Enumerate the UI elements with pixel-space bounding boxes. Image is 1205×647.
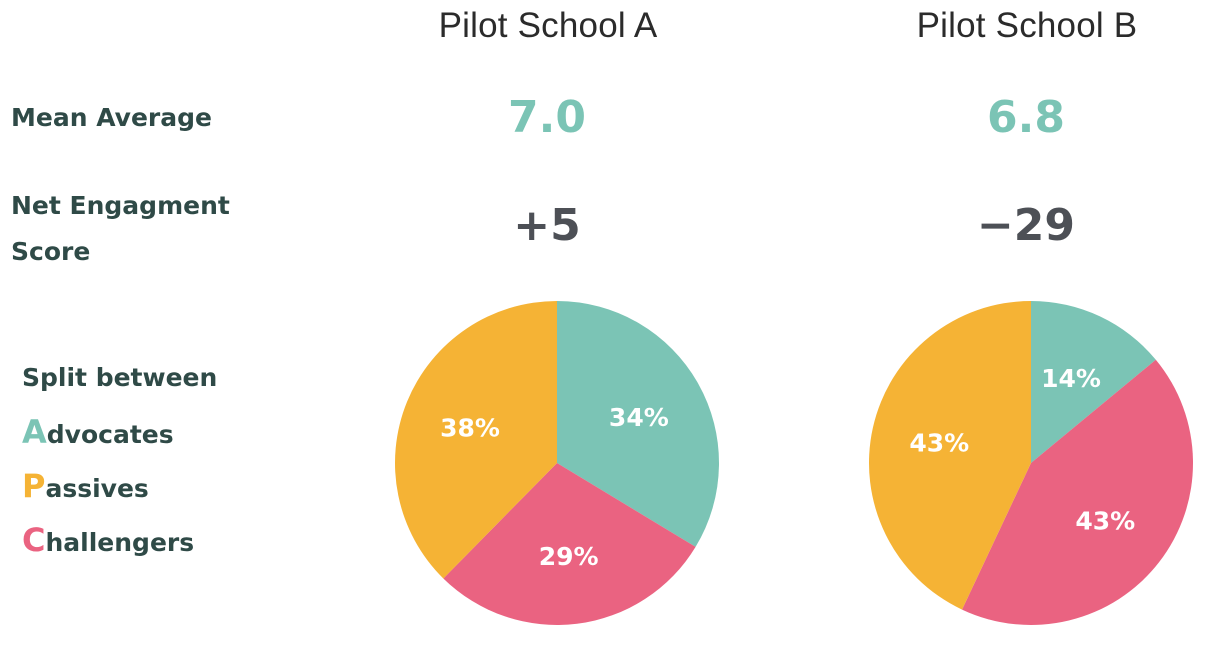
school-a-title: Pilot School A [438,6,658,45]
legend-initial-challengers: C [22,521,46,559]
school-b-slice-passives [869,301,1031,610]
legend-heading: Split between [22,363,218,392]
net-label-line1: Net Engagment [11,191,230,220]
legend-initial-passives: P [22,467,46,505]
net-engagement-label: Net Engagment Score [11,180,271,272]
school-b-label-challengers: 43% [1075,507,1135,536]
legend-item-challengers: Challengers [22,518,217,572]
legend: Split between Advocates Passives Challen… [22,356,217,572]
school-b-net-score: −29 [976,200,1076,251]
school-b-label-advocates: 14% [1041,364,1101,393]
school-b-pie-chart: 14% 43% 43% [869,301,1193,625]
net-label-line2: Score [11,237,91,266]
school-a-net-score: +5 [513,200,581,251]
mean-average-label: Mean Average [11,103,212,132]
legend-initial-advocates: A [22,413,47,451]
school-a-slice-challengers [443,463,696,625]
school-a-pie-chart: 34% 29% 38% [395,301,719,625]
school-a-label-challengers: 29% [539,542,599,571]
legend-rest-advocates: dvocates [46,420,174,449]
school-a-mean-value: 7.0 [508,92,586,143]
school-a-label-advocates: 34% [609,403,669,432]
school-b-slice-advocates [1031,301,1156,463]
school-b-slice-challengers [962,359,1193,625]
school-a-slice-advocates [557,301,719,547]
legend-rest-passives: assives [45,474,149,503]
school-b-title: Pilot School B [916,6,1138,45]
legend-rest-challengers: hallengers [45,528,195,557]
school-a-slice-passives [395,301,557,579]
school-b-label-passives: 43% [909,429,969,458]
school-b-mean-value: 6.8 [987,92,1065,143]
legend-item-advocates: Advocates [22,410,217,464]
legend-item-passives: Passives [22,464,217,518]
school-a-label-passives: 38% [440,413,500,442]
